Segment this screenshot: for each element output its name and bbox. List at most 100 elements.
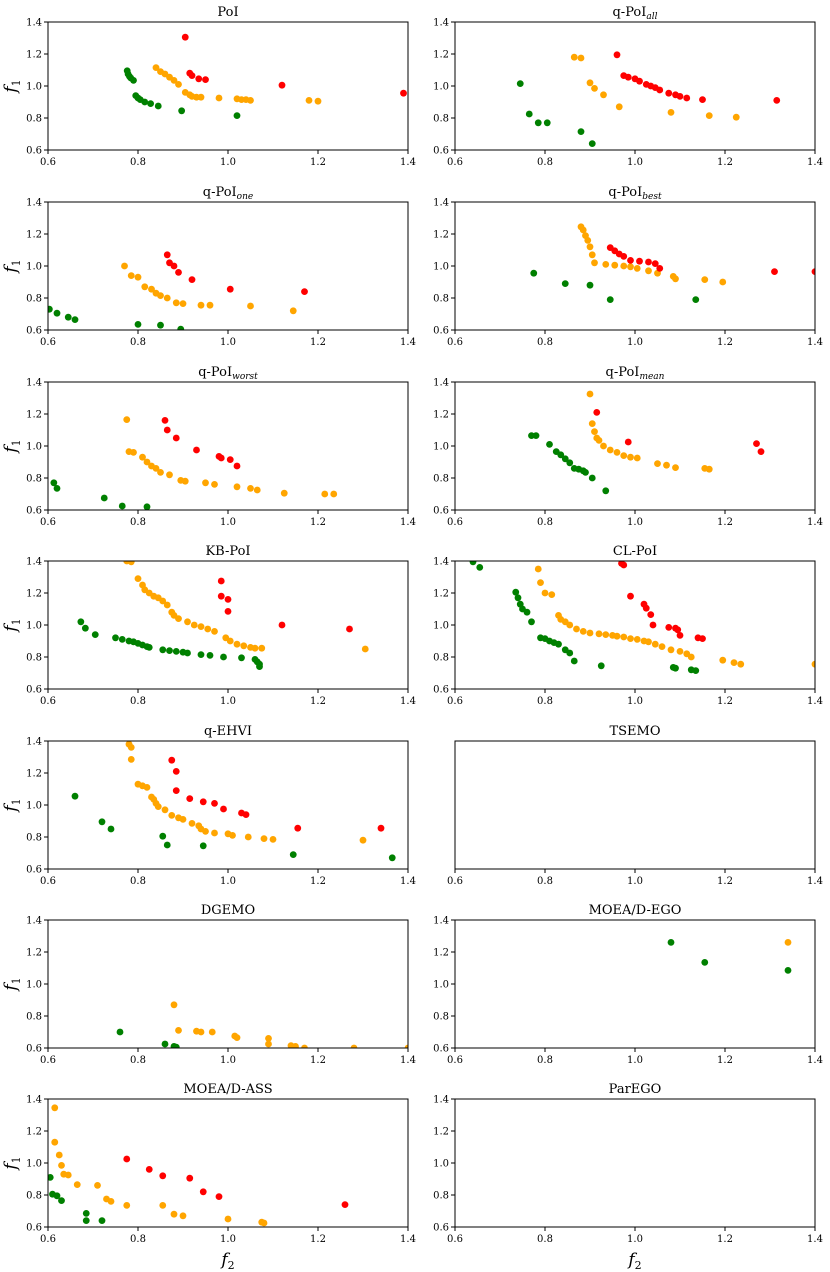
point-red (301, 288, 308, 295)
x-tick-label: 1.2 (310, 876, 326, 887)
point-green (130, 77, 137, 84)
point-red (172, 434, 180, 442)
point-red (624, 73, 632, 81)
y-tick-label: 0.6 (26, 326, 42, 337)
point-red (226, 456, 234, 463)
x-tick-label: 1.0 (627, 157, 643, 168)
y-tick-label: 1.0 (26, 621, 42, 632)
point-red (181, 33, 189, 41)
point-red (676, 93, 684, 100)
point-green (516, 80, 524, 87)
point-orange (591, 85, 598, 92)
point-green (53, 485, 61, 492)
point-orange (658, 643, 666, 650)
x-tick-label: 1.4 (400, 876, 416, 887)
point-orange (64, 1171, 72, 1179)
y-tick-label: 1.0 (26, 82, 42, 93)
point-orange (588, 420, 596, 427)
point-green (82, 1210, 90, 1217)
point-orange (627, 635, 634, 642)
point-orange (537, 579, 544, 586)
point-green (534, 119, 542, 127)
point-orange (280, 489, 288, 497)
point-orange (121, 262, 128, 270)
data-points (528, 390, 765, 495)
plot-frame (454, 21, 816, 151)
point-green (586, 281, 594, 289)
x-tick-label: 1.2 (717, 876, 733, 887)
y-axis-label: f1 (1, 259, 23, 274)
x-tick-label: 1.0 (627, 1234, 643, 1245)
plot-frame (47, 1098, 409, 1228)
point-green (53, 309, 61, 317)
point-orange (170, 1001, 178, 1009)
x-tick-label: 1.2 (310, 517, 326, 528)
point-red (202, 76, 209, 83)
point-green (388, 854, 396, 862)
y-tick-label: 1.4 (433, 198, 449, 209)
point-green (81, 624, 89, 632)
x-tick-label: 0.6 (40, 876, 56, 887)
x-tick-label: 1.2 (310, 1234, 326, 1245)
y-tick-label: 0.8 (26, 1191, 42, 1202)
point-red (647, 611, 655, 618)
point-red (186, 1174, 194, 1182)
point-orange (584, 237, 592, 244)
point-green (206, 652, 214, 659)
point-orange (613, 632, 621, 640)
x-tick-label: 1.0 (220, 517, 236, 528)
x-tick-label: 0.8 (130, 337, 146, 348)
x-tick-label: 0.6 (447, 337, 463, 348)
point-orange (251, 644, 259, 652)
point-green (701, 959, 709, 966)
y-tick-label: 1.0 (26, 262, 42, 273)
point-orange (548, 591, 556, 598)
point-red (186, 795, 194, 802)
x-tick-label: 1.4 (400, 157, 416, 168)
point-orange (188, 820, 196, 827)
x-tick-label: 1.4 (400, 696, 416, 707)
point-green (220, 653, 227, 661)
x-tick-label: 1.0 (627, 1055, 643, 1066)
point-red (642, 604, 650, 612)
point-orange (566, 621, 574, 629)
point-red (211, 800, 218, 807)
point-green (98, 818, 106, 826)
point-red (217, 577, 225, 585)
subplot-title: q-PoIbest (608, 185, 662, 202)
y-tick-label: 0.8 (26, 1012, 42, 1023)
point-green (667, 939, 675, 946)
point-red (400, 89, 407, 97)
point-orange (211, 628, 218, 635)
point-orange (163, 294, 171, 302)
point-orange (143, 784, 151, 791)
subplot-1: PoI 0.6 0.8 1.0 1.2 1.4 0.6 0.8 1.0 1.2 1.4 f1 (1, 5, 416, 168)
subplot-title: MOEA/D-EGO (589, 903, 682, 918)
y-tick-label: 0.8 (26, 294, 42, 305)
point-red (753, 440, 760, 447)
y-tick-label: 0.8 (433, 1191, 449, 1202)
point-orange (633, 636, 641, 643)
point-orange (127, 756, 135, 763)
point-red (188, 72, 196, 79)
point-red (811, 268, 815, 275)
y-tick-label: 1.2 (26, 589, 42, 600)
y-tick-label: 1.4 (26, 18, 42, 29)
point-red (224, 608, 232, 615)
plot-frame (454, 560, 816, 690)
x-tick-label: 0.6 (447, 1234, 463, 1245)
subplot-5: q-PoIworst 0.6 0.8 1.0 1.2 1.4 0.6 0.8 1.0 1.2 1.4… (1, 365, 416, 528)
x-tick-label: 0.6 (40, 1234, 56, 1245)
point-red (341, 1201, 349, 1208)
x-tick-label: 1.4 (807, 1055, 823, 1066)
point-orange (541, 589, 549, 597)
point-red (294, 824, 302, 832)
y-tick-label: 1.2 (433, 948, 449, 959)
y-tick-label: 1.2 (433, 230, 449, 241)
y-tick-label: 0.6 (433, 685, 449, 696)
point-orange (58, 1162, 65, 1169)
point-orange (233, 483, 241, 491)
point-green (71, 792, 79, 800)
point-orange (305, 97, 313, 104)
subplot-11: DGEMO 0.6 0.8 1.0 1.2 1.4 0.6 0.8 1.0 1.2 1.4 f1 (1, 903, 416, 1066)
